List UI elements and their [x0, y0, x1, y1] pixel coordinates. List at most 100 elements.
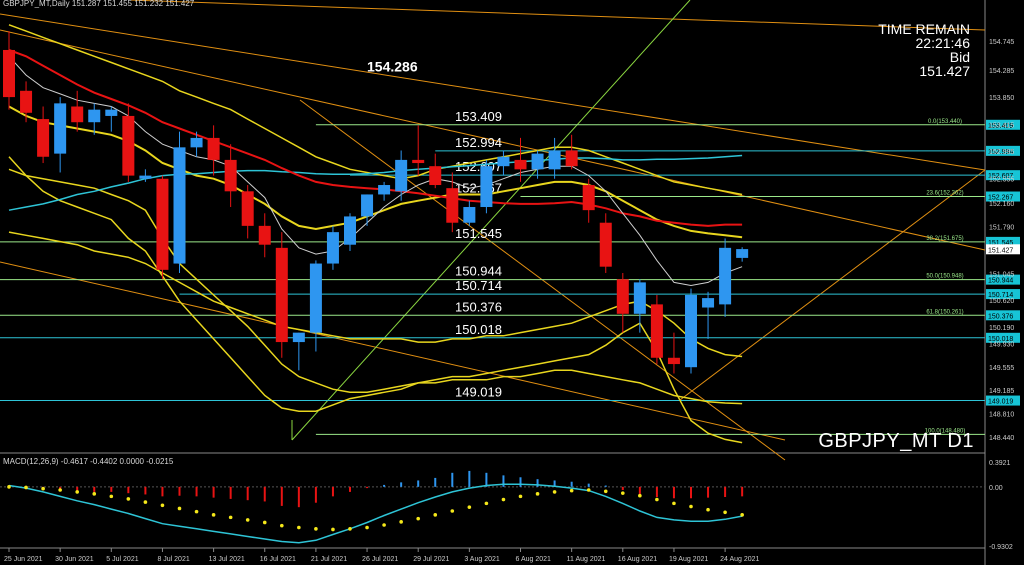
candle-body [378, 185, 391, 195]
macd-signal-dot [586, 488, 591, 492]
level-tag: 149.019 [988, 399, 1013, 406]
chart-header: GBPJPY_MT,Daily 151.287 151.455 151.232 … [3, 0, 195, 8]
level-tag-bg [986, 395, 1020, 406]
price-tick: 152.995 [989, 149, 1014, 156]
time-tick: 13 Jul 2021 [209, 556, 245, 563]
candle-body [633, 282, 646, 314]
candle-body [88, 109, 101, 123]
candle-body [514, 159, 527, 170]
price-tick: 151.045 [989, 271, 1014, 278]
macd-signal-dot [416, 516, 421, 521]
candle-body [241, 191, 254, 226]
macd-signal-dot [535, 492, 540, 496]
time-tick: 5 Jul 2021 [106, 556, 138, 563]
candle-body [685, 294, 697, 368]
candle-body [702, 298, 715, 308]
macd-signal-dot [177, 506, 182, 511]
trend-line-green [291, 0, 691, 441]
level-label: 150.944 [455, 264, 502, 279]
macd-signal-dot [314, 527, 318, 531]
time-tick: 24 Aug 2021 [720, 556, 759, 563]
price-tick: 152.555 [989, 176, 1014, 183]
candle-body [446, 188, 459, 223]
macd-signal-dot [58, 488, 62, 492]
time-tick: 19 Aug 2021 [669, 556, 708, 563]
candle-body [480, 166, 493, 208]
candle-body [565, 150, 578, 167]
candle-body [650, 304, 663, 358]
time-tick: 29 Jul 2021 [413, 556, 449, 563]
macd-signal-dot [518, 494, 523, 499]
level-tag: 150.944 [988, 278, 1013, 285]
candle-body [412, 159, 425, 164]
macd-signal-dot [552, 490, 557, 494]
price-tick: 153.415 [989, 122, 1014, 129]
macd-signal-dot [245, 518, 250, 522]
macd-signal-dot [194, 509, 199, 514]
macd-signal-dot [331, 527, 335, 532]
candle-body [719, 247, 732, 305]
candle-body [531, 153, 544, 170]
high-price-label: 154.286 [367, 59, 418, 75]
time-tick: 16 Aug 2021 [618, 556, 657, 563]
trend-line [0, 261, 786, 441]
macd-signal-dot [621, 491, 625, 495]
candle-body [429, 166, 442, 186]
candle-body [395, 159, 408, 192]
candle-body [667, 357, 680, 365]
ma-red [8, 49, 743, 227]
macd-signal-dot [143, 500, 148, 504]
level-tag: 150.714 [988, 292, 1013, 299]
candle-body [156, 178, 169, 270]
fib-label: 50.0(150.948) [926, 274, 963, 280]
level-tag-bg [986, 310, 1020, 321]
level-tag: 152.267 [988, 195, 1013, 202]
macd-signal-dot [365, 525, 369, 530]
level-tag-bg [986, 274, 1020, 285]
level-tag: 150.018 [988, 336, 1013, 343]
bid-value: 151.427 [919, 63, 970, 79]
macd-tick: 0.00 [989, 485, 1003, 492]
candle-body [344, 216, 356, 245]
candle-body [139, 175, 152, 179]
ma-cyan [8, 154, 743, 211]
macd-signal-dot [24, 485, 28, 490]
macd-signal-dot [723, 510, 727, 515]
level-tag-bg [986, 289, 1020, 300]
bid-label: Bid [949, 49, 970, 65]
candle-body [173, 147, 186, 264]
macd-signal-dot [689, 504, 693, 509]
macd-signal-dot [297, 525, 301, 530]
macd-signal-dot [484, 501, 489, 506]
macd-signal-dot [348, 527, 352, 531]
level-label: 152.994 [455, 135, 502, 150]
level-label: 150.714 [455, 278, 502, 293]
time-tick: 3 Aug 2021 [464, 556, 500, 563]
candle-body [463, 207, 476, 223]
price-tick: 149.555 [989, 365, 1014, 372]
candle-body [497, 156, 510, 167]
price-tick: 149.185 [989, 388, 1014, 395]
macd-signal-dot [569, 488, 574, 493]
time-tick: 25 Jun 2021 [4, 556, 43, 563]
time-remain-value: 22:21:46 [915, 35, 971, 51]
macd-signal-dot [109, 494, 114, 499]
macd-signal-dot [603, 489, 608, 494]
time-tick: 26 Jul 2021 [362, 556, 398, 563]
bid-tag: 151.427 [988, 247, 1013, 254]
macd-line [8, 483, 743, 544]
macd-signal-dot [160, 503, 165, 508]
macd-signal-dot [211, 513, 216, 517]
macd-signal-dot [41, 486, 45, 491]
fib-label: 38.2(151.675) [926, 236, 963, 242]
price-tick: 152.160 [989, 201, 1014, 208]
level-tag: 152.607 [988, 173, 1013, 180]
time-remain-panel: TIME REMAIN 22:21:46 Bid 151.427 [878, 22, 970, 78]
time-tick: 16 Jul 2021 [260, 556, 296, 563]
band-middle [8, 105, 743, 239]
macd-signal-dot [280, 523, 284, 528]
symbol-label: GBPJPY_MT D1 [818, 430, 974, 452]
time-tick: 30 Jun 2021 [55, 556, 94, 563]
level-label: 150.376 [455, 299, 502, 314]
